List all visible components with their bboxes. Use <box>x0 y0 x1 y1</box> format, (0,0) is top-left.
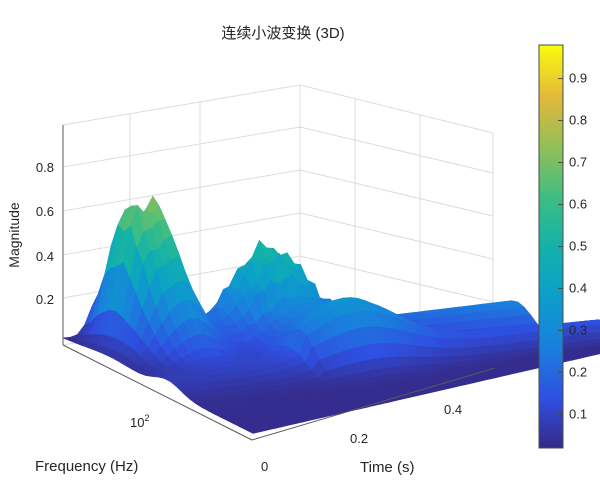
x-tick-label: 0.4 <box>444 402 462 417</box>
chart-title: 连续小波变换 (3D) <box>221 25 344 42</box>
z-axis: 0.2 0.4 0.6 0.8 Magnitude <box>6 160 54 307</box>
watermark: 知乎 @Mr.看海 <box>478 459 580 477</box>
y-tick-label: 102 <box>130 413 149 430</box>
y-axis: 102 Frequency (Hz) <box>35 413 149 475</box>
colorbar-tick-label: 0.2 <box>569 364 587 379</box>
x-tick-label: 0.2 <box>350 431 368 446</box>
colorbar-tick-label: 0.9 <box>569 71 587 86</box>
z-tick-label: 0.8 <box>36 160 54 175</box>
colorbar: 0.1 0.2 0.3 0.4 0.5 0.6 0.7 0.8 0.9 <box>538 44 587 449</box>
y-axis-label: Frequency (Hz) <box>35 458 138 475</box>
colorbar-tick-label: 0.4 <box>569 280 587 295</box>
surface-patch <box>245 428 261 434</box>
z-axis-label: Magnitude <box>6 202 22 268</box>
z-tick-label: 0.6 <box>36 204 54 219</box>
colorbar-tick-label: 0.7 <box>569 155 587 170</box>
z-tick-label: 0.4 <box>36 249 54 264</box>
x-axis: 0 0.2 0.4 Time (s) <box>261 402 462 476</box>
colorbar-tick-label: 0.5 <box>569 239 587 254</box>
axes-floor <box>62 125 496 441</box>
x-axis-label: Time (s) <box>360 459 414 476</box>
z-tick-label: 0.2 <box>36 292 54 307</box>
colorbar-tick-label: 0.3 <box>569 322 587 337</box>
surface-plot <box>62 195 600 434</box>
colorbar-tick-label: 0.6 <box>569 197 587 212</box>
colorbar-tick-label: 0.8 <box>569 113 587 128</box>
x-tick-label: 0 <box>261 459 268 474</box>
colorbar-tick-label: 0.1 <box>569 406 587 421</box>
